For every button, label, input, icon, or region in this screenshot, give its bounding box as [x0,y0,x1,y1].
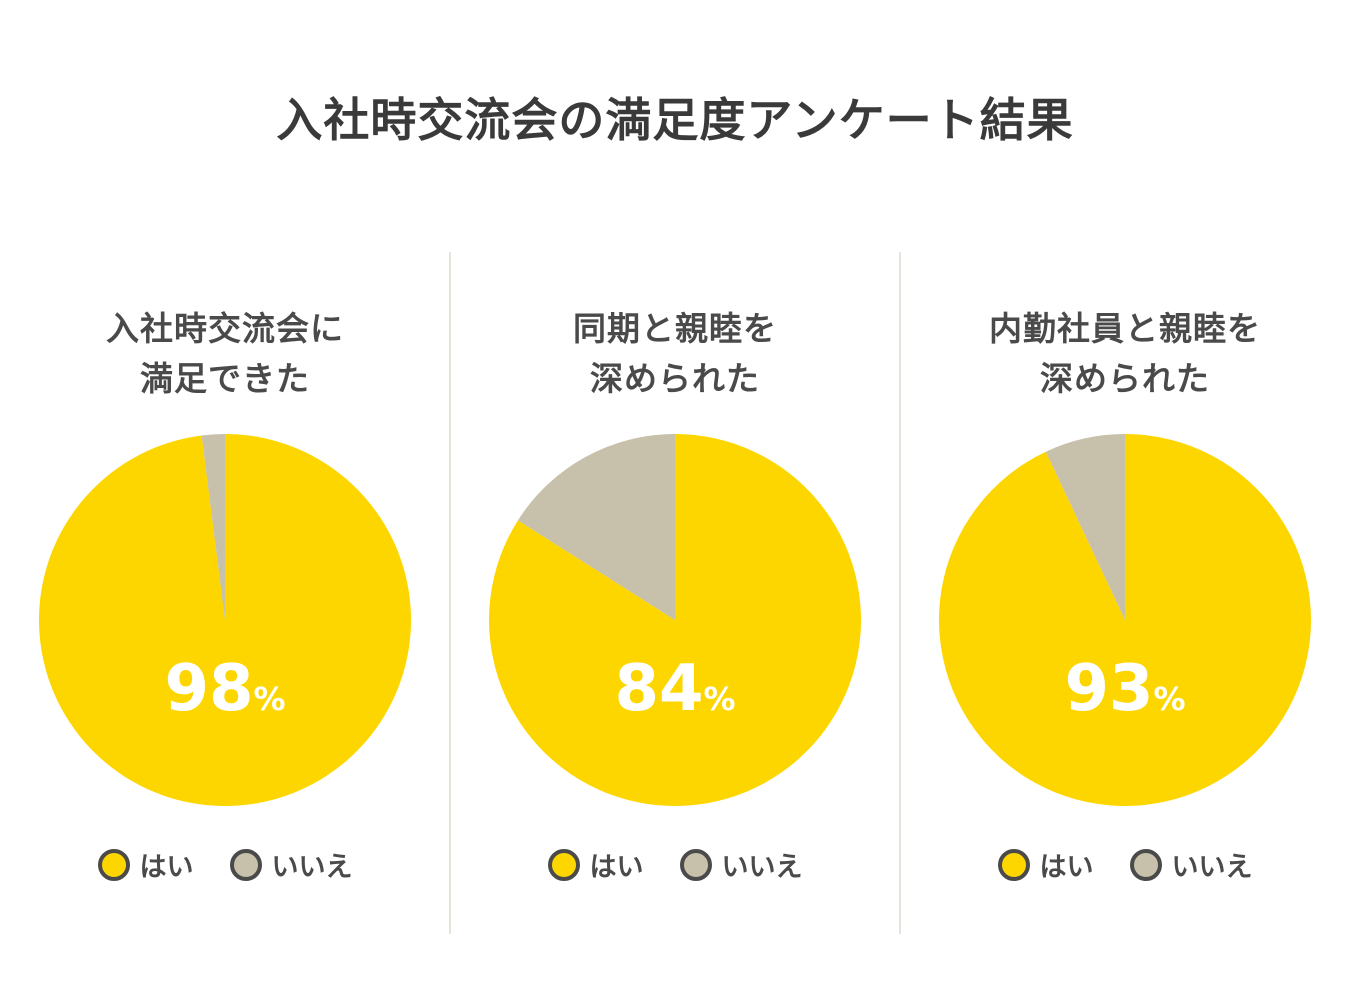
pie-panel: 98% 入社時交流会に 満足できた はい いいえ [0,300,450,920]
divider [899,252,901,934]
legend-label: いいえ [271,852,353,883]
pie-slice-no [201,434,225,620]
legend: はい いいえ [0,845,450,884]
percent-label: 84% [614,652,735,726]
chart-title: 同期と親睦を 深められた [450,304,900,404]
chart-title-line: 同期と親睦を [573,309,777,348]
legend-swatch [229,848,262,881]
pie-slice-no [517,434,675,620]
percent-label: 98% [164,652,285,726]
legend: はい いいえ [900,845,1350,884]
legend-label: はい [589,852,644,883]
legend: はい いいえ [450,845,900,884]
percent-unit: % [254,680,286,718]
chart-title: 入社時交流会に 満足できた [0,304,450,404]
pie-chart: 93% [938,434,1311,806]
percent-value: 84 [614,652,703,726]
chart-title: 内勤社員と親睦を 深められた [900,304,1350,404]
percent-label: 93% [1064,652,1185,726]
legend-item-yes: はい [997,845,1094,884]
chart-title-line: 深められた [1040,359,1210,398]
legend-label: はい [1039,852,1094,883]
legend-swatch [679,848,712,881]
legend-item-no: いいえ [679,845,803,884]
pie-slice-no [1045,434,1125,620]
percent-unit: % [1154,680,1186,718]
legend-item-no: いいえ [1129,845,1253,884]
chart-title-line: 入社時交流会に [106,309,344,348]
pie-slice-yes [38,434,411,806]
divider [449,252,451,934]
pie-chart: 84% [489,434,861,806]
pie-chart: 98% [38,434,411,806]
legend-item-no: いいえ [229,845,353,884]
legend-swatch [547,848,580,881]
legend-swatch [1129,848,1162,881]
percent-value: 93 [1064,652,1153,726]
legend-swatch [97,848,130,881]
chart-title-line: 深められた [590,359,760,398]
pie-panel: 84% 同期と親睦を 深められた はい いいえ [450,300,900,920]
pie-panel: 93% 内勤社員と親睦を 深められた はい いいえ [900,300,1350,920]
legend-label: いいえ [1171,852,1253,883]
legend-swatch [997,848,1030,881]
percent-value: 98 [164,652,253,726]
percent-unit: % [704,680,736,718]
legend-item-yes: はい [97,845,194,884]
legend-item-yes: はい [547,845,644,884]
chart-title-line: 内勤社員と親睦を [989,309,1261,348]
page-title: 入社時交流会の満足度アンケート結果 [276,93,1074,147]
legend-label: いいえ [721,852,803,883]
chart-title-line: 満足できた [140,359,310,398]
pie-slice-yes [938,434,1311,806]
legend-label: はい [139,852,194,883]
